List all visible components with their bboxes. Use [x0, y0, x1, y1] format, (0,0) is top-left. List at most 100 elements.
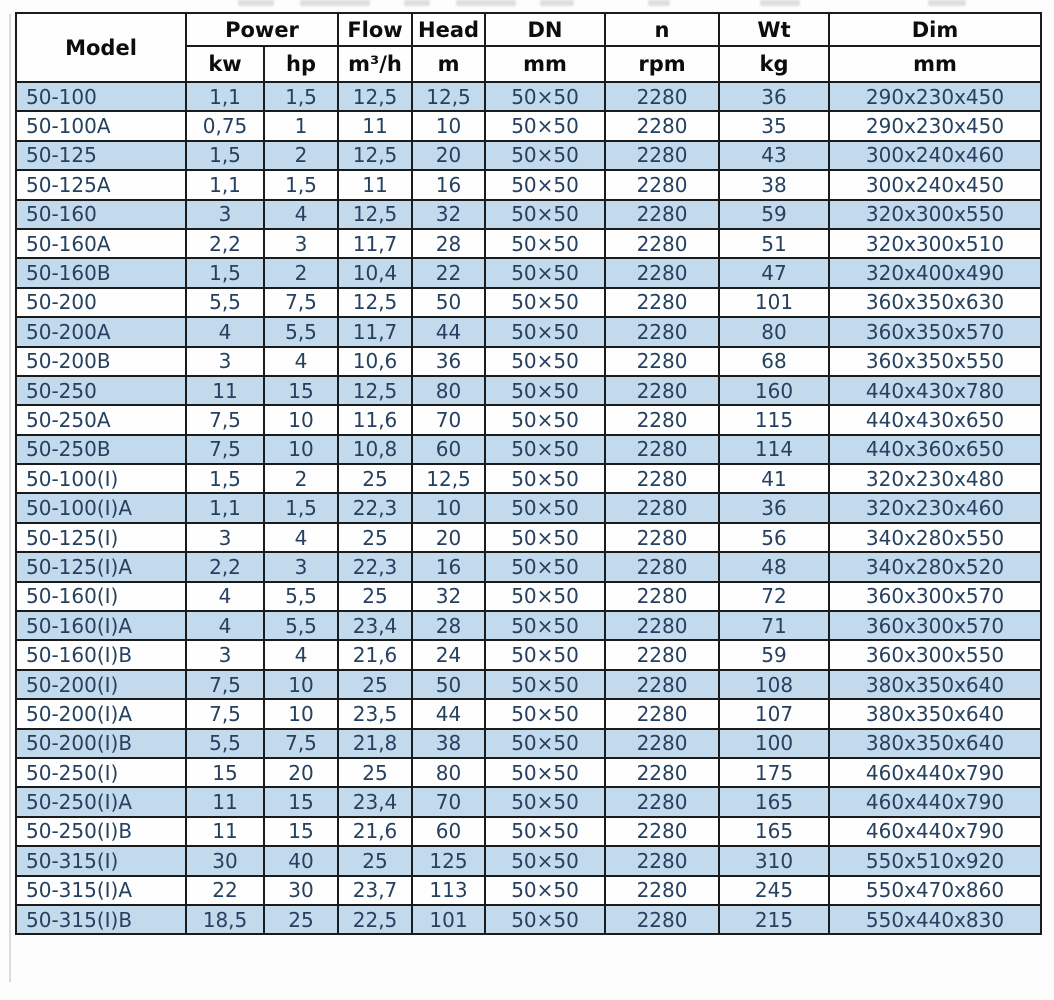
cell-flow: 11,6 — [337, 404, 414, 436]
cell-kw: 4 — [185, 316, 265, 348]
cell-flow: 10,6 — [337, 345, 414, 377]
cell-n: 2280 — [604, 80, 721, 113]
table-row: 50-200(I) 7,5 10 25 50 50×50 2280 108 380x350x64… — [15, 668, 1043, 701]
table-row: 50-315(I)B 18,5 25 22,5 101 50×50 2280 215 550x4… — [15, 903, 1043, 936]
cell-head: 36 — [411, 345, 487, 377]
cell-dn: 50×50 — [484, 433, 607, 466]
cell-dn: 50×50 — [484, 492, 607, 524]
cell-dn: 50×50 — [484, 698, 607, 730]
cell-flow: 25 — [337, 756, 414, 789]
cell-model: 50-125(I) — [15, 521, 187, 554]
cell-flow: 25 — [337, 521, 414, 554]
cell-hp: 7,5 — [262, 286, 340, 319]
cell-model: 50-315(I)A — [15, 874, 187, 906]
cell-kw: 7,5 — [185, 698, 265, 730]
cell-dn: 50×50 — [484, 610, 607, 642]
cell-dn: 50×50 — [484, 139, 607, 172]
cell-dn: 50×50 — [484, 845, 607, 877]
cell-n: 2280 — [604, 756, 721, 789]
cell-model: 50-160(I)B — [15, 639, 187, 671]
cell-flow: 21,8 — [337, 727, 414, 759]
cell-head: 50 — [411, 286, 487, 319]
cell-dim: 550x470x860 — [828, 874, 1043, 906]
header-model: Model — [15, 12, 187, 83]
header-power: Power — [184, 12, 340, 47]
cell-model: 50-125A — [15, 169, 187, 201]
cell-head: 28 — [411, 610, 487, 642]
cell-wt: 107 — [718, 698, 831, 730]
cell-wt: 165 — [718, 786, 831, 818]
cell-dn: 50×50 — [484, 727, 607, 759]
cell-model: 50-125(I)A — [15, 551, 187, 583]
cell-kw: 11 — [185, 374, 265, 407]
cell-model: 50-250B — [15, 433, 187, 466]
cell-flow: 23,7 — [337, 874, 414, 906]
cell-dn: 50×50 — [484, 639, 607, 671]
cell-model: 50-250A — [15, 404, 187, 436]
table-row: 50-250 11 15 12,5 80 50×50 2280 160 440x430x780 — [15, 374, 1043, 407]
header-flow: Flow — [337, 12, 414, 47]
cell-dim: 360x300x570 — [828, 580, 1043, 613]
cell-n: 2280 — [604, 433, 721, 466]
cell-kw: 2,2 — [185, 227, 265, 260]
cell-n: 2280 — [604, 874, 721, 906]
cell-flow: 11 — [337, 110, 414, 142]
cell-hp: 15 — [262, 786, 340, 818]
cell-dn: 50×50 — [484, 463, 607, 495]
cell-model: 50-315(I)B — [15, 903, 187, 936]
cell-dim: 440x430x780 — [828, 374, 1043, 407]
cell-flow: 23,4 — [337, 610, 414, 642]
cell-dn: 50×50 — [484, 169, 607, 201]
cell-dim: 460x440x790 — [828, 786, 1043, 818]
left-shadow-line — [9, 14, 11, 982]
cell-head: 32 — [411, 198, 487, 230]
cell-hp: 20 — [262, 756, 340, 789]
cell-dim: 340x280x520 — [828, 551, 1043, 583]
cell-hp: 7,5 — [262, 727, 340, 759]
table-row: 50-200(I)A 7,5 10 23,5 44 50×50 2280 107 380x350… — [15, 698, 1043, 730]
cell-wt: 59 — [718, 198, 831, 230]
cell-head: 80 — [411, 374, 487, 407]
cell-dim: 460x440x790 — [828, 756, 1043, 789]
table-row: 50-100 1,1 1,5 12,5 12,5 50×50 2280 36 290x230x4… — [15, 80, 1043, 113]
cell-dim: 380x350x640 — [828, 668, 1043, 701]
cell-n: 2280 — [604, 610, 721, 642]
cell-kw: 3 — [185, 521, 265, 554]
table-row: 50-200A 4 5,5 11,7 44 50×50 2280 80 360x350x570 — [15, 316, 1043, 348]
unit-wt: kg — [718, 45, 831, 83]
cell-head: 16 — [411, 551, 487, 583]
cell-model: 50-200(I) — [15, 668, 187, 701]
cell-n: 2280 — [604, 845, 721, 877]
cell-wt: 114 — [718, 433, 831, 466]
header-dim: Dim — [828, 12, 1043, 47]
cell-wt: 165 — [718, 815, 831, 848]
cell-wt: 51 — [718, 227, 831, 260]
cell-n: 2280 — [604, 639, 721, 671]
cell-kw: 5,5 — [185, 727, 265, 759]
table-row: 50-160A 2,2 3 11,7 28 50×50 2280 51 320x300x510 — [15, 227, 1043, 260]
cell-hp: 2 — [262, 139, 340, 172]
cell-wt: 48 — [718, 551, 831, 583]
cell-hp: 10 — [262, 698, 340, 730]
table-row: 50-160B 1,5 2 10,4 22 50×50 2280 47 320x400x490 — [15, 257, 1043, 289]
cell-dim: 550x510x920 — [828, 845, 1043, 877]
cell-dn: 50×50 — [484, 110, 607, 142]
cell-dim: 440x430x650 — [828, 404, 1043, 436]
cell-dn: 50×50 — [484, 521, 607, 554]
table-row: 50-125A 1,1 1,5 11 16 50×50 2280 38 300x240x450 — [15, 169, 1043, 201]
cell-wt: 310 — [718, 845, 831, 877]
table-row: 50-160 3 4 12,5 32 50×50 2280 59 320x300x550 — [15, 198, 1043, 230]
cell-hp: 4 — [262, 521, 340, 554]
cell-head: 44 — [411, 316, 487, 348]
header-n: n — [604, 12, 721, 47]
cell-flow: 12,5 — [337, 198, 414, 230]
cell-dim: 380x350x640 — [828, 698, 1043, 730]
cell-flow: 25 — [337, 463, 414, 495]
cell-flow: 11,7 — [337, 316, 414, 348]
unit-kw: kw — [185, 45, 265, 83]
cell-dn: 50×50 — [484, 815, 607, 848]
cell-hp: 25 — [262, 903, 340, 936]
table-row: 50-160(I)B 3 4 21,6 24 50×50 2280 59 360x300x550 — [15, 639, 1043, 671]
cell-dn: 50×50 — [484, 374, 607, 407]
